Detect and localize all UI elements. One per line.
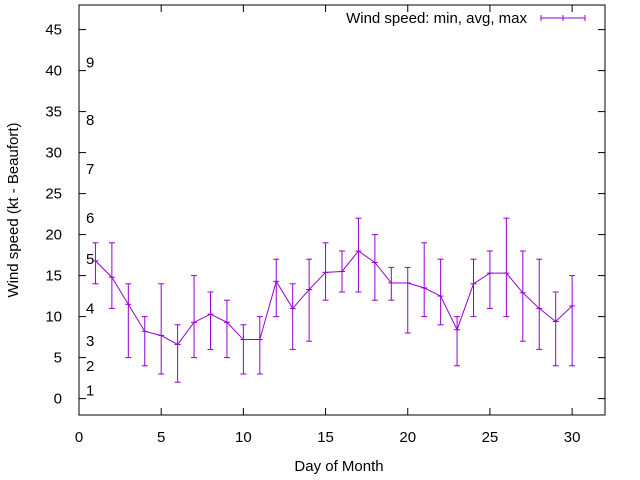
x-axis: 0 5 10 15 20 25 30 (75, 5, 581, 446)
error-bar (289, 283, 296, 350)
beaufort-label: 9 (86, 54, 94, 71)
x-tick-label: 30 (564, 429, 581, 446)
beaufort-label: 4 (86, 300, 94, 317)
y-tick-label: 45 (45, 22, 62, 39)
error-bar (191, 275, 198, 359)
x-tick-label: 15 (317, 429, 334, 446)
error-bar (421, 242, 428, 318)
error-bar (486, 250, 493, 309)
beaufort-label: 7 (86, 161, 94, 178)
x-axis-label: Day of Month (294, 458, 383, 475)
error-bar (503, 217, 510, 318)
error-bar (141, 316, 148, 367)
legend-key (540, 15, 586, 21)
error-bar (569, 275, 576, 367)
error-bar (223, 299, 230, 359)
error-bar (125, 283, 132, 359)
x-tick-label: 20 (399, 429, 416, 446)
y-tick-label: 5 (54, 350, 62, 367)
plot-frame (78, 4, 606, 416)
error-bar (371, 234, 378, 301)
beaufort-label: 5 (86, 251, 94, 268)
error-bar (174, 324, 181, 383)
avg-line (95, 250, 573, 346)
legend: Wind speed: min, avg, max (346, 10, 586, 27)
series-layer (92, 217, 576, 383)
error-bar (306, 258, 313, 342)
error-bar (240, 324, 247, 375)
error-bar (92, 242, 99, 285)
y-tick-label: 10 (45, 309, 62, 326)
x-tick-label: 0 (75, 429, 83, 446)
error-bar (470, 258, 477, 318)
error-bar (108, 242, 115, 309)
error-bar (536, 258, 543, 350)
y-tick-label: 0 (54, 391, 62, 408)
beaufort-label: 2 (86, 358, 94, 375)
beaufort-label: 8 (86, 112, 94, 129)
beaufort-scale-labels: 1 2 3 4 5 6 7 8 9 (86, 54, 94, 399)
y-tick-label: 35 (45, 104, 62, 121)
x-tick-label: 25 (482, 429, 499, 446)
y-tick-label: 30 (45, 145, 62, 162)
error-bar (207, 291, 214, 350)
error-bar (273, 258, 280, 318)
y-tick-label: 20 (45, 227, 62, 244)
x-tick-label: 5 (157, 429, 165, 446)
y-tick-label: 40 (45, 63, 62, 80)
y-tick-label: 15 (45, 268, 62, 285)
error-bar (552, 291, 559, 367)
y-axis-label: Wind speed (kt - Beaufort) (5, 122, 22, 297)
error-bar (158, 283, 165, 375)
x-tick-label: 10 (235, 429, 252, 446)
error-bar (454, 316, 461, 367)
error-bar (404, 266, 411, 334)
legend-label: Wind speed: min, avg, max (346, 10, 527, 27)
error-bar (355, 217, 362, 293)
error-bar (437, 258, 444, 326)
beaufort-label: 3 (86, 333, 94, 350)
y-tick-label: 25 (45, 186, 62, 203)
beaufort-label: 6 (86, 210, 94, 227)
error-bar (519, 250, 526, 342)
error-bar (388, 266, 395, 301)
error-bar (322, 242, 329, 301)
error-bar (256, 316, 263, 375)
beaufort-label: 1 (86, 382, 94, 399)
